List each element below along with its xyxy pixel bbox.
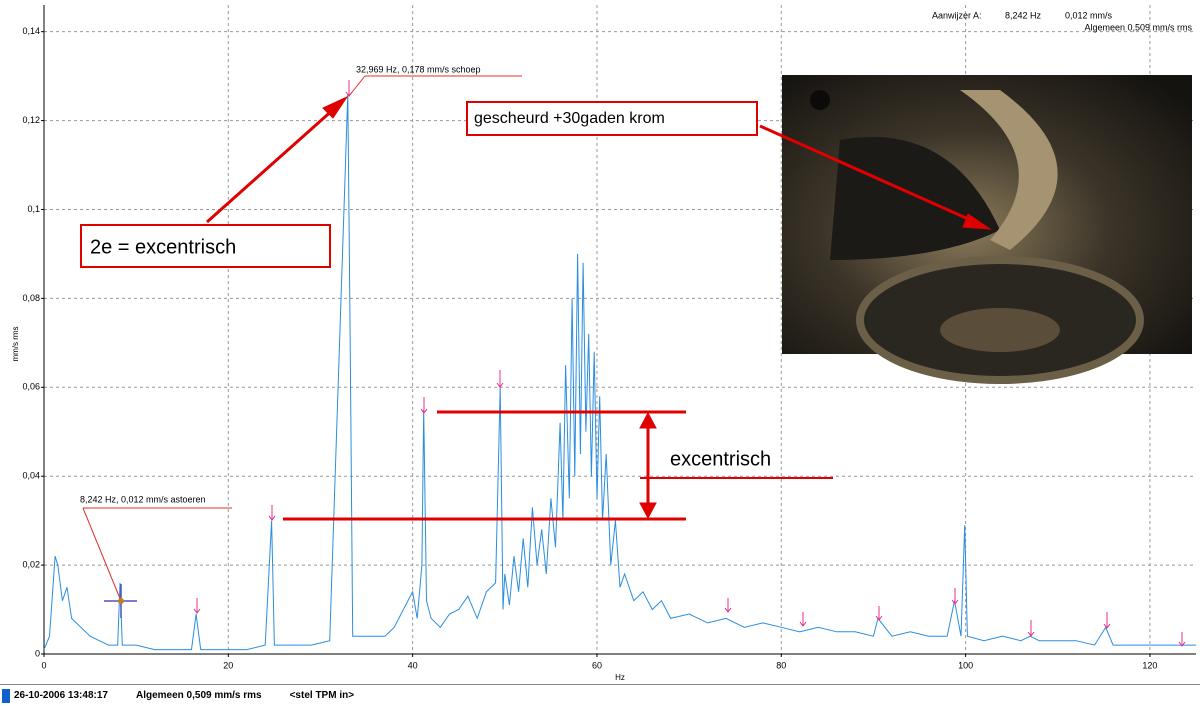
callout: 2e = excentrisch — [90, 236, 236, 258]
callout: excentrisch — [670, 448, 771, 470]
readout-frequency: 8,242 Hz — [1005, 10, 1042, 20]
x-tick-label: 20 — [223, 660, 233, 670]
x-tick-label: 40 — [408, 660, 418, 670]
y-tick-label: 0,14 — [22, 26, 40, 36]
readout-overall: Algemeen 0,509 mm/s rms — [1084, 22, 1192, 32]
status-timestamp: 26-10-2006 13:48:17 — [14, 690, 108, 701]
x-tick-label: 60 — [592, 660, 602, 670]
y-tick-label: 0,1 — [27, 204, 40, 214]
y-tick-label: 0 — [35, 648, 40, 658]
status-tpm: <stel TPM in> — [289, 690, 355, 701]
x-tick-label: 120 — [1142, 660, 1157, 670]
y-tick-label: 0,12 — [22, 115, 40, 125]
status-icon — [2, 688, 10, 703]
annotations: 32,969 Hz, 0,178 mm/s schoep 8,242 Hz, 0… — [80, 64, 1186, 647]
callout: gescheurd +30gaden krom — [474, 110, 665, 127]
readout-amplitude: 0,012 mm/s — [1065, 10, 1113, 20]
y-tick-label: 0,02 — [22, 559, 40, 569]
y-tick-label: 0,04 — [22, 471, 40, 481]
chart: 0 0,02 0,04 0,06 0,08 0,1 0,12 0,14 0 20 40 60 80 100… — [11, 5, 1196, 682]
status-overall: Algemeen 0,509 mm/s rms — [135, 690, 262, 701]
peak-annotation: 32,969 Hz, 0,178 mm/s schoep — [356, 64, 481, 74]
x-tick-label: 0 — [41, 660, 46, 670]
readout-label: Aanwijzer A: — [932, 10, 982, 20]
status-bar: 26-10-2006 13:48:17 Algemeen 0,509 mm/s … — [0, 684, 1200, 706]
x-tick-label: 80 — [776, 660, 786, 670]
photo — [782, 75, 1192, 384]
spectrum-line — [43, 93, 1196, 651]
x-tick-label: 100 — [958, 660, 973, 670]
y-tick-label: 0,06 — [22, 382, 40, 392]
y-tick-label: 0,08 — [22, 293, 40, 303]
x-axis-label: Hz — [615, 673, 625, 682]
y-axis-label: mm/s rms — [11, 326, 20, 361]
cursor-annotation: 8,242 Hz, 0,012 mm/s astoeren — [80, 494, 206, 504]
